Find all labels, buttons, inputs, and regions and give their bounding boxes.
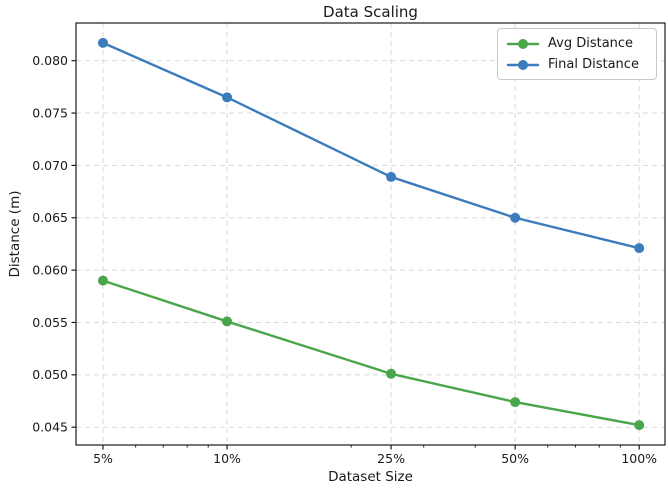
svg-text:0.070: 0.070 [32,158,68,173]
legend: Avg Distance Final Distance [497,28,657,80]
chart-title: Data Scaling [323,3,418,21]
svg-text:0.075: 0.075 [32,105,68,120]
svg-text:0.065: 0.065 [32,210,68,225]
svg-text:0.060: 0.060 [32,263,68,278]
legend-item-final-distance: Final Distance [506,54,648,75]
svg-text:25%: 25% [377,451,405,466]
svg-text:10%: 10% [213,451,241,466]
legend-item-avg-distance: Avg Distance [506,33,648,54]
svg-text:100%: 100% [621,451,657,466]
svg-text:0.080: 0.080 [32,53,68,68]
svg-text:50%: 50% [501,451,529,466]
svg-text:0.055: 0.055 [32,315,68,330]
legend-line-marker-icon [506,59,540,70]
x-axis-label: Dataset Size [328,469,413,485]
legend-label-avg-distance: Avg Distance [548,36,634,51]
svg-text:0.045: 0.045 [32,420,68,435]
legend-line-marker-icon [506,38,540,49]
svg-text:5%: 5% [93,451,113,466]
svg-text:0.050: 0.050 [32,367,68,382]
legend-label-final-distance: Final Distance [548,57,639,72]
